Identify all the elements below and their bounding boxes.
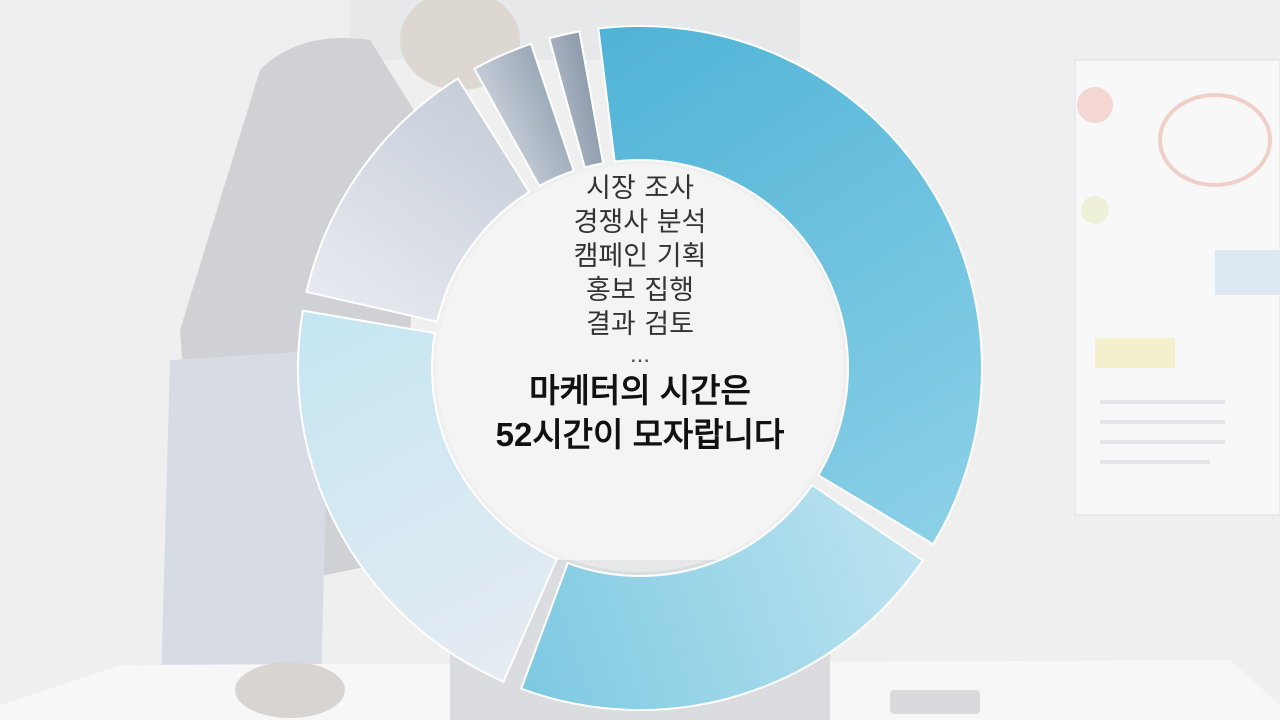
- headline-line-1: 마케터의 시간은: [529, 372, 751, 409]
- task-competitor-analysis: 경쟁사 분석: [573, 207, 707, 238]
- task-promotion: 홍보 집행: [586, 275, 694, 306]
- task-campaign-planning: 캠페인 기획: [573, 241, 707, 272]
- headline-line-2: 52시간이 모자랍니다: [495, 416, 785, 453]
- center-text: 시장 조사 경쟁사 분석 캠페인 기획 홍보 집행 결과 검토 … 마케터의 시…: [440, 172, 840, 456]
- donut-slice-4: [305, 77, 531, 323]
- task-market-research: 시장 조사: [586, 173, 694, 204]
- donut-hole: [436, 164, 844, 572]
- ellipsis: …: [630, 343, 650, 367]
- donut-slice-3: [297, 309, 559, 683]
- donut-slice-1: [597, 25, 983, 546]
- donut-slice-6: [548, 30, 605, 169]
- task-result-review: 결과 검토: [586, 309, 694, 340]
- donut-slice-2: [519, 483, 925, 712]
- donut-slice-5: [472, 42, 575, 188]
